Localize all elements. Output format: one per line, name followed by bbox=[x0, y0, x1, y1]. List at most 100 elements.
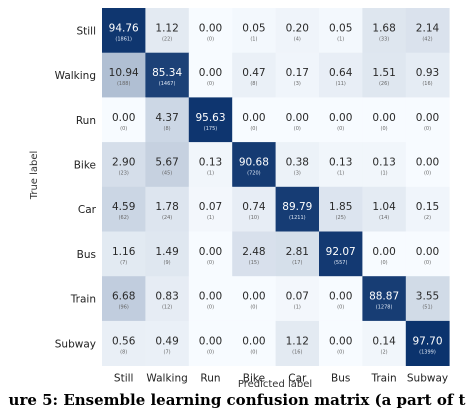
cell-value-walking-still: 10.94 bbox=[109, 67, 139, 79]
cell-still-bus bbox=[319, 8, 363, 54]
cell-value-car-walking: 1.78 bbox=[155, 201, 178, 213]
cell-value-bus-subway: 0.00 bbox=[416, 246, 439, 258]
cell-bike-run bbox=[188, 142, 233, 188]
cell-value-still-run: 0.00 bbox=[199, 22, 222, 34]
cell-count-train-car: (1) bbox=[294, 305, 301, 311]
matrix-cells: 94.76 (1861) 1.12 (22) 0.00 (0) 0.05 (1) 0.20 (4)… bbox=[102, 8, 450, 366]
cell-value-train-subway: 3.55 bbox=[416, 291, 439, 303]
cell-count-bus-run: (0) bbox=[207, 260, 214, 266]
row-tick-labels: Still Walking Run Bike Car Bus Train Subway bbox=[55, 25, 97, 350]
cell-value-subway-train: 0.14 bbox=[372, 335, 396, 347]
cell-subway-run bbox=[188, 320, 233, 366]
cell-count-run-train: (0) bbox=[381, 126, 388, 132]
cell-value-walking-bus: 0.64 bbox=[329, 67, 353, 79]
cell-bus-walking bbox=[145, 231, 190, 277]
cell-count-train-still: (96) bbox=[119, 305, 129, 311]
cell-value-bike-walking: 5.67 bbox=[155, 156, 178, 168]
cell-walking-walking bbox=[145, 52, 190, 98]
cell-car-subway bbox=[405, 186, 450, 232]
cell-count-subway-subway: (1399) bbox=[419, 349, 436, 355]
cell-train-bike bbox=[232, 276, 276, 322]
cell-value-car-bike: 0.74 bbox=[242, 201, 266, 213]
cell-count-run-bus: (0) bbox=[337, 126, 344, 132]
cell-count-bike-subway: (0) bbox=[424, 170, 431, 176]
cell-count-car-subway: (2) bbox=[424, 215, 431, 221]
cell-value-subway-still: 0.56 bbox=[112, 335, 136, 347]
cell-car-run bbox=[188, 186, 233, 232]
cell-value-walking-car: 0.17 bbox=[286, 67, 309, 79]
row-label-car: Car bbox=[78, 204, 97, 216]
cell-count-train-run: (0) bbox=[207, 305, 214, 311]
cell-count-run-bike: (0) bbox=[250, 126, 257, 132]
cell-bus-subway bbox=[405, 231, 450, 277]
cell-value-run-run: 95.63 bbox=[195, 112, 225, 124]
cell-run-subway bbox=[405, 97, 450, 143]
cell-still-car bbox=[275, 8, 320, 54]
cell-bus-still bbox=[102, 231, 146, 277]
cell-count-car-bike: (10) bbox=[249, 215, 259, 221]
cell-value-bus-bike: 2.48 bbox=[242, 246, 265, 258]
col-label-car: Car bbox=[288, 373, 307, 385]
cell-count-run-still: (0) bbox=[120, 126, 127, 132]
cell-count-walking-car: (3) bbox=[294, 81, 301, 87]
cell-train-car bbox=[275, 276, 320, 322]
col-tick-labels: Still Walking Run Bike Car Bus Train Subway bbox=[114, 373, 448, 385]
cell-value-car-bus: 1.85 bbox=[329, 201, 352, 213]
cell-value-bus-train: 0.00 bbox=[372, 246, 395, 258]
cell-value-bus-still: 1.16 bbox=[112, 246, 136, 258]
row-label-run: Run bbox=[76, 115, 96, 127]
cell-subway-still bbox=[102, 320, 146, 366]
cell-count-bus-walking: (9) bbox=[164, 260, 171, 266]
cell-value-train-run: 0.00 bbox=[199, 291, 222, 303]
cell-count-car-walking: (24) bbox=[162, 215, 172, 221]
row-label-subway: Subway bbox=[55, 338, 96, 350]
cell-value-car-still: 4.59 bbox=[112, 201, 135, 213]
cell-bus-run bbox=[188, 231, 233, 277]
cell-count-subway-car: (16) bbox=[292, 349, 302, 355]
cell-value-bus-car: 2.81 bbox=[286, 246, 309, 258]
cell-value-train-bike: 0.00 bbox=[242, 291, 265, 303]
cell-count-train-bike: (0) bbox=[250, 305, 257, 311]
cell-run-train bbox=[362, 97, 407, 143]
cell-count-bike-bike: (720) bbox=[247, 170, 260, 176]
cell-value-walking-run: 0.00 bbox=[199, 67, 222, 79]
cell-value-walking-train: 1.51 bbox=[372, 67, 395, 79]
cell-subway-bike bbox=[232, 320, 276, 366]
cell-value-walking-subway: 0.93 bbox=[416, 67, 439, 79]
cell-count-bike-bus: (1) bbox=[337, 170, 344, 176]
cell-value-bike-still: 2.90 bbox=[112, 156, 135, 168]
cell-train-run bbox=[188, 276, 233, 322]
cell-subway-walking bbox=[145, 320, 190, 366]
row-label-still: Still bbox=[76, 25, 96, 37]
col-label-run: Run bbox=[200, 373, 220, 385]
cell-count-walking-train: (26) bbox=[379, 81, 389, 87]
cell-car-bike bbox=[232, 186, 276, 232]
row-label-train: Train bbox=[70, 294, 96, 306]
cell-count-car-run: (1) bbox=[207, 215, 214, 221]
cell-count-subway-still: (8) bbox=[120, 349, 127, 355]
y-axis-label: True label bbox=[29, 151, 40, 201]
cell-value-subway-run: 0.00 bbox=[199, 335, 222, 347]
cell-train-still bbox=[102, 276, 146, 322]
cell-count-still-run: (0) bbox=[207, 36, 214, 42]
cell-value-run-car: 0.00 bbox=[286, 112, 309, 124]
cell-count-car-train: (14) bbox=[379, 215, 389, 221]
cell-count-bus-subway: (0) bbox=[424, 260, 431, 266]
cell-bus-car bbox=[275, 231, 320, 277]
cell-value-still-walking: 1.12 bbox=[155, 22, 178, 34]
cell-count-walking-still: (188) bbox=[117, 81, 130, 87]
cell-value-walking-bike: 0.47 bbox=[242, 67, 265, 79]
cell-value-subway-bike: 0.00 bbox=[242, 335, 265, 347]
cell-still-walking bbox=[145, 8, 190, 54]
cell-count-subway-bike: (0) bbox=[250, 349, 257, 355]
cell-value-car-run: 0.07 bbox=[199, 201, 222, 213]
cell-count-car-still: (62) bbox=[119, 215, 129, 221]
cell-count-still-still: (1861) bbox=[115, 36, 132, 42]
cell-run-still bbox=[102, 97, 146, 143]
cell-value-subway-walking: 0.49 bbox=[155, 335, 178, 347]
cell-run-bike bbox=[232, 97, 276, 143]
cell-count-still-train: (33) bbox=[379, 36, 389, 42]
cell-walking-subway bbox=[405, 52, 450, 98]
cell-value-subway-subway: 97.70 bbox=[412, 335, 442, 347]
cell-bus-bike bbox=[232, 231, 276, 277]
